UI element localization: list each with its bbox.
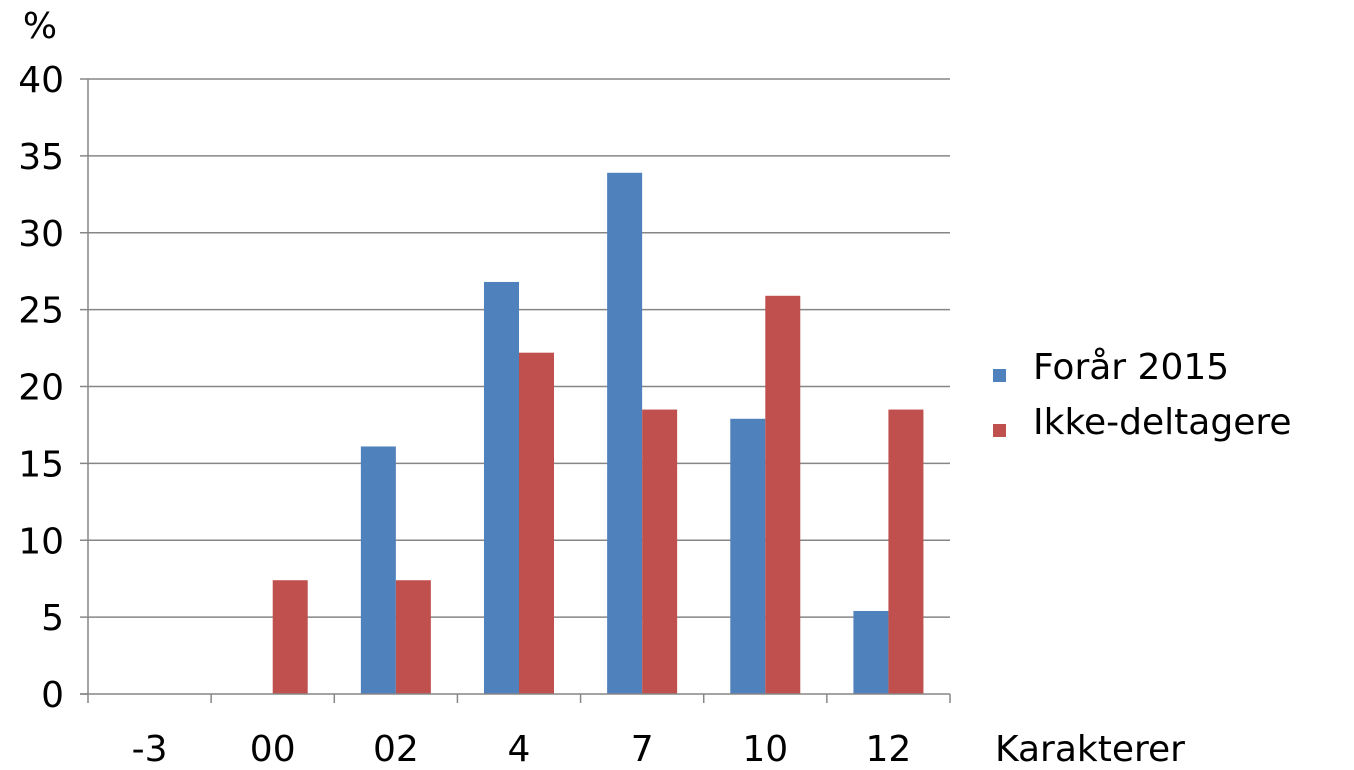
bar-series-2 [519, 352, 554, 694]
legend-label: Ikke-deltagere [1033, 402, 1292, 443]
bar-series-1 [730, 418, 766, 694]
y-axis-title: % [23, 6, 57, 47]
bar-series-1 [607, 172, 643, 695]
y-tick-label: 0 [41, 675, 64, 716]
bar-series-2 [642, 409, 678, 694]
bar-series-1 [484, 281, 519, 694]
x-tick-label: 7 [631, 729, 654, 770]
x-tick-label: -3 [132, 729, 168, 770]
legend-label: Forår 2015 [1033, 347, 1229, 388]
x-tick-label: 00 [250, 729, 296, 770]
bar-series-2 [888, 409, 924, 694]
bar-series-2 [395, 580, 431, 694]
bars [272, 172, 924, 695]
bar-series-1 [360, 446, 396, 694]
x-tick-labels: -3 00 02 4 7 10 12 [132, 729, 912, 770]
y-tick-label: 40 [18, 60, 64, 101]
y-tick-label: 30 [18, 214, 64, 255]
legend-swatch [993, 369, 1006, 382]
y-tick-label: 15 [18, 444, 64, 485]
x-axis-title: Karakterer [995, 729, 1185, 770]
x-tick-label: 12 [866, 729, 912, 770]
x-tick-label: 02 [373, 729, 419, 770]
x-tick-label: 4 [508, 729, 531, 770]
y-tick-label: 5 [41, 598, 64, 639]
bar-series-2 [272, 580, 308, 694]
x-tick-label: 10 [742, 729, 788, 770]
bar-series-2 [765, 295, 801, 694]
y-tick-label: 20 [18, 368, 64, 409]
legend-swatch [993, 424, 1006, 437]
bar-series-1 [853, 610, 889, 694]
y-tick-label: 35 [18, 137, 64, 178]
y-tick-label: 10 [18, 521, 64, 562]
y-tick-labels: 0 5 10 15 20 25 30 35 40 [18, 60, 64, 716]
legend: Forår 2015 Ikke-deltagere [993, 347, 1292, 443]
axes [80, 78, 951, 703]
y-tick-label: 25 [18, 291, 64, 332]
